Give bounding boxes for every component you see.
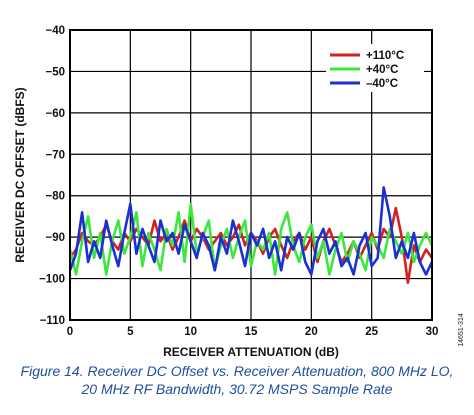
x-tick-label: 30 <box>426 326 439 338</box>
caption-line-2: 20 MHz RF Bandwidth, 30.72 MSPS Sample R… <box>81 381 393 397</box>
legend: +110°C +40°C –40°C <box>326 44 424 92</box>
legend-label: +40°C <box>366 64 398 76</box>
x-tick-label: 5 <box>127 326 134 338</box>
figure-caption: Figure 14. Receiver DC Offset vs. Receiv… <box>0 362 474 398</box>
tick-labels: 0 5 10 15 20 25 30 −40 −50 −60 −70 −80 −90 −100 −110 <box>39 25 438 338</box>
y-tick-label: −110 <box>40 315 65 327</box>
y-tick-label: −60 <box>45 108 65 120</box>
series-line-2 <box>68 202 434 276</box>
figure-id: 14651-314 <box>458 313 465 347</box>
legend-label: –40°C <box>366 78 398 90</box>
y-tick-label: −80 <box>45 191 65 203</box>
y-tick-label: −50 <box>45 66 65 78</box>
x-axis-title: RECEIVER ATTENUATION (dB) <box>163 345 339 359</box>
y-tick-label: −70 <box>45 149 65 161</box>
x-tick-label: 25 <box>365 326 378 338</box>
y-tick-label: −100 <box>39 274 65 286</box>
x-tick-label: 20 <box>305 326 318 338</box>
y-tick-label: −40 <box>45 25 65 37</box>
plot-frame <box>69 29 433 321</box>
series-group <box>68 186 434 285</box>
caption-line-1: Figure 14. Receiver DC Offset vs. Receiv… <box>20 363 454 379</box>
x-tick-label: 0 <box>67 326 73 338</box>
y-tick-label: −90 <box>45 232 65 244</box>
x-tick-label: 15 <box>245 326 258 338</box>
legend-label: +110°C <box>366 50 404 62</box>
y-axis-title: RECEIVER DC OFFSET (dBFS) <box>13 87 27 262</box>
series-line-3 <box>68 186 434 276</box>
x-tick-label: 10 <box>184 326 197 338</box>
